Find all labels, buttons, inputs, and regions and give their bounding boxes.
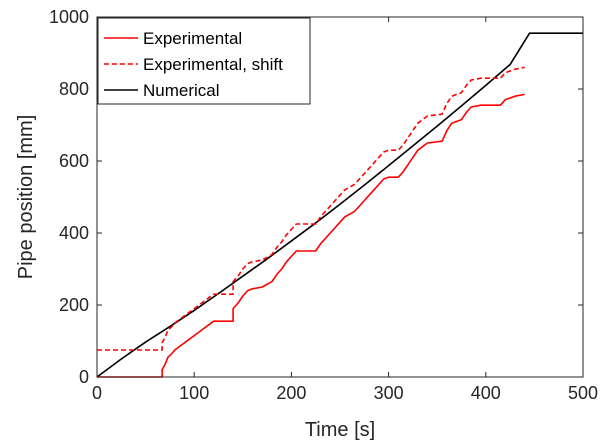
x-tick-label: 300 (374, 383, 404, 403)
x-tick-label: 500 (568, 383, 598, 403)
y-tick-label: 200 (59, 295, 89, 315)
ticks-layer: 0 100 200 300 400 500 0 200 400 600 800 1000 (49, 7, 598, 403)
series-line-2 (97, 66, 525, 351)
plot-frame (96, 16, 584, 378)
y-tick-label: 600 (59, 151, 89, 171)
y-tick-label: 400 (59, 223, 89, 243)
x-tick-label: 400 (471, 383, 501, 403)
legend-label-2: Experimental, shift (143, 55, 283, 74)
x-axis-title: Time [s] (305, 419, 375, 441)
legend-label-1: Experimental (143, 29, 242, 48)
x-tick-label: 100 (179, 383, 209, 403)
legend: Experimental Experimental, shift Numerical (97, 17, 311, 105)
series-line-3 (96, 32, 583, 378)
y-tick-label: 0 (79, 367, 89, 387)
legend-label-3: Numerical (143, 81, 220, 100)
x-tick-label: 200 (276, 383, 306, 403)
series-layer (96, 32, 583, 378)
y-tick-label: 800 (59, 79, 89, 99)
y-tick-label: 1000 (49, 7, 89, 27)
x-tick-label: 0 (92, 383, 102, 403)
series-line-1 (97, 93, 525, 378)
y-axis-title: Pipe position [mm] (15, 115, 37, 280)
